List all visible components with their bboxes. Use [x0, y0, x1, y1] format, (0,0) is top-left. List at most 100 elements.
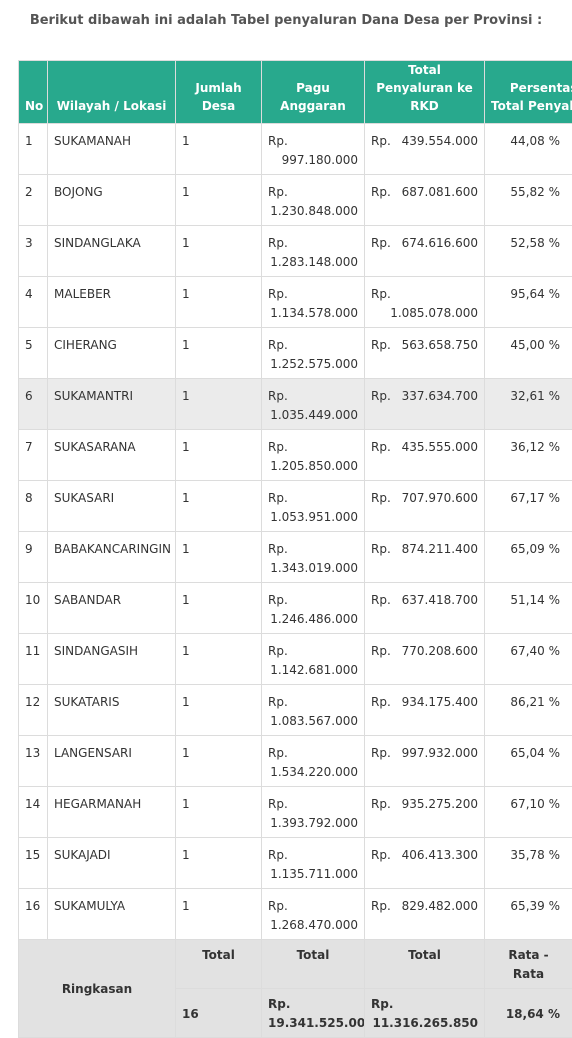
- cell: Rp.1.534.220.000: [262, 736, 365, 787]
- amount: 1.230.848.000: [270, 202, 358, 221]
- header-line: Penyaluran ke RKD: [376, 81, 473, 113]
- cell: 36,12 %: [485, 430, 572, 481]
- column-header: Pagu Anggaran: [262, 61, 365, 124]
- cell: 1: [176, 226, 262, 277]
- cell: 14: [19, 787, 48, 838]
- column-header: Wilayah / Lokasi: [48, 61, 176, 124]
- money: Rp.935.275.200: [371, 795, 478, 814]
- money: Rp. 637.418.700: [371, 591, 478, 610]
- currency: Rp.: [268, 642, 288, 661]
- currency: Rp.: [371, 132, 391, 151]
- cell: BOJONG: [48, 175, 176, 226]
- cell: 1: [176, 430, 262, 481]
- amount: 997.180.000: [282, 151, 358, 170]
- currency: Rp.: [268, 795, 288, 814]
- amount: 1.134.578.000: [270, 304, 358, 323]
- amount: 11.316.265.850: [371, 1014, 478, 1033]
- cell: 5: [19, 328, 48, 379]
- cell: Rp.935.275.200: [365, 787, 485, 838]
- cell: Rp.406.413.300: [365, 838, 485, 889]
- cell: 6: [19, 379, 48, 430]
- cell: 1: [176, 277, 262, 328]
- currency: Rp.: [268, 744, 288, 763]
- cell: 95,64 %: [485, 277, 572, 328]
- cell: 67,40 %: [485, 634, 572, 685]
- summary-heading: Total: [262, 940, 365, 989]
- cell: 65,39 %: [485, 889, 572, 940]
- cell: SUKASARANA: [48, 430, 176, 481]
- header-line: Total: [408, 63, 441, 77]
- currency: Rp.: [371, 897, 391, 916]
- cell: Rp.1.085.078.000: [365, 277, 485, 328]
- amount: 770.208.600: [402, 642, 478, 661]
- amount: 1.085.078.000: [390, 304, 478, 323]
- amount: 637.418.700: [402, 591, 478, 610]
- cell: 1: [176, 481, 262, 532]
- money: Rp.1.246.486.000: [268, 591, 358, 629]
- amount: 707.970.600: [402, 489, 478, 508]
- currency: Rp.: [371, 234, 391, 253]
- cell: 16: [19, 889, 48, 940]
- cell: Rp.435.555.000: [365, 430, 485, 481]
- cell: 15: [19, 838, 48, 889]
- cell: Rp.674.616.600: [365, 226, 485, 277]
- cell: Rp.1.053.951.000: [262, 481, 365, 532]
- summary-value: 16: [176, 989, 262, 1038]
- money: Rp.1.268.470.000: [268, 897, 358, 935]
- money: Rp.563.658.750: [371, 336, 478, 355]
- amount: 435.555.000: [402, 438, 478, 457]
- currency: Rp.: [268, 285, 288, 304]
- cell: 45,00 %: [485, 328, 572, 379]
- cell: Rp.1.142.681.000: [262, 634, 365, 685]
- money: Rp.1.252.575.000: [268, 336, 358, 374]
- amount: 563.658.750: [402, 336, 478, 355]
- money: Rp.687.081.600: [371, 183, 478, 202]
- amount: 1.053.951.000: [270, 508, 358, 527]
- header-text: Jumlah Desa: [195, 81, 241, 113]
- cell: Rp.1.252.575.000: [262, 328, 365, 379]
- cell: 8: [19, 481, 48, 532]
- money: Rp.1.205.850.000: [268, 438, 358, 476]
- money: Rp.1.534.220.000: [268, 744, 358, 782]
- money: Rp.1.142.681.000: [268, 642, 358, 680]
- cell: 65,04 %: [485, 736, 572, 787]
- amount: 337.634.700: [402, 387, 478, 406]
- cell: HEGARMANAH: [48, 787, 176, 838]
- amount: 935.275.200: [402, 795, 478, 814]
- amount: 1.142.681.000: [270, 661, 358, 680]
- money: Rp.1.083.567.000: [268, 693, 358, 731]
- cell: Rp.563.658.750: [365, 328, 485, 379]
- cell: Rp.829.482.000: [365, 889, 485, 940]
- money: Rp.829.482.000: [371, 897, 478, 916]
- cell: 67,17 %: [485, 481, 572, 532]
- amount: 1.035.449.000: [270, 406, 358, 425]
- money: Rp.707.970.600: [371, 489, 478, 508]
- cell: Rp.997.180.000: [262, 124, 365, 175]
- cell: SUKASARI: [48, 481, 176, 532]
- money: Rp.435.555.000: [371, 438, 478, 457]
- cell: 1: [176, 634, 262, 685]
- currency: Rp.: [268, 489, 288, 508]
- currency: Rp.: [268, 540, 288, 559]
- cell: LANGENSARI: [48, 736, 176, 787]
- cell: 1: [176, 124, 262, 175]
- amount: 439.554.000: [402, 132, 478, 151]
- currency: Rp.: [268, 693, 288, 712]
- amount: 1.083.567.000: [270, 712, 358, 731]
- cell: 86,21 %: [485, 685, 572, 736]
- cell: 3: [19, 226, 48, 277]
- column-header: No: [19, 61, 48, 124]
- currency: Rp.: [268, 591, 288, 610]
- money: Rp.874.211.400: [371, 540, 478, 559]
- currency: Rp.: [371, 387, 391, 406]
- currency: Rp.: [371, 591, 391, 610]
